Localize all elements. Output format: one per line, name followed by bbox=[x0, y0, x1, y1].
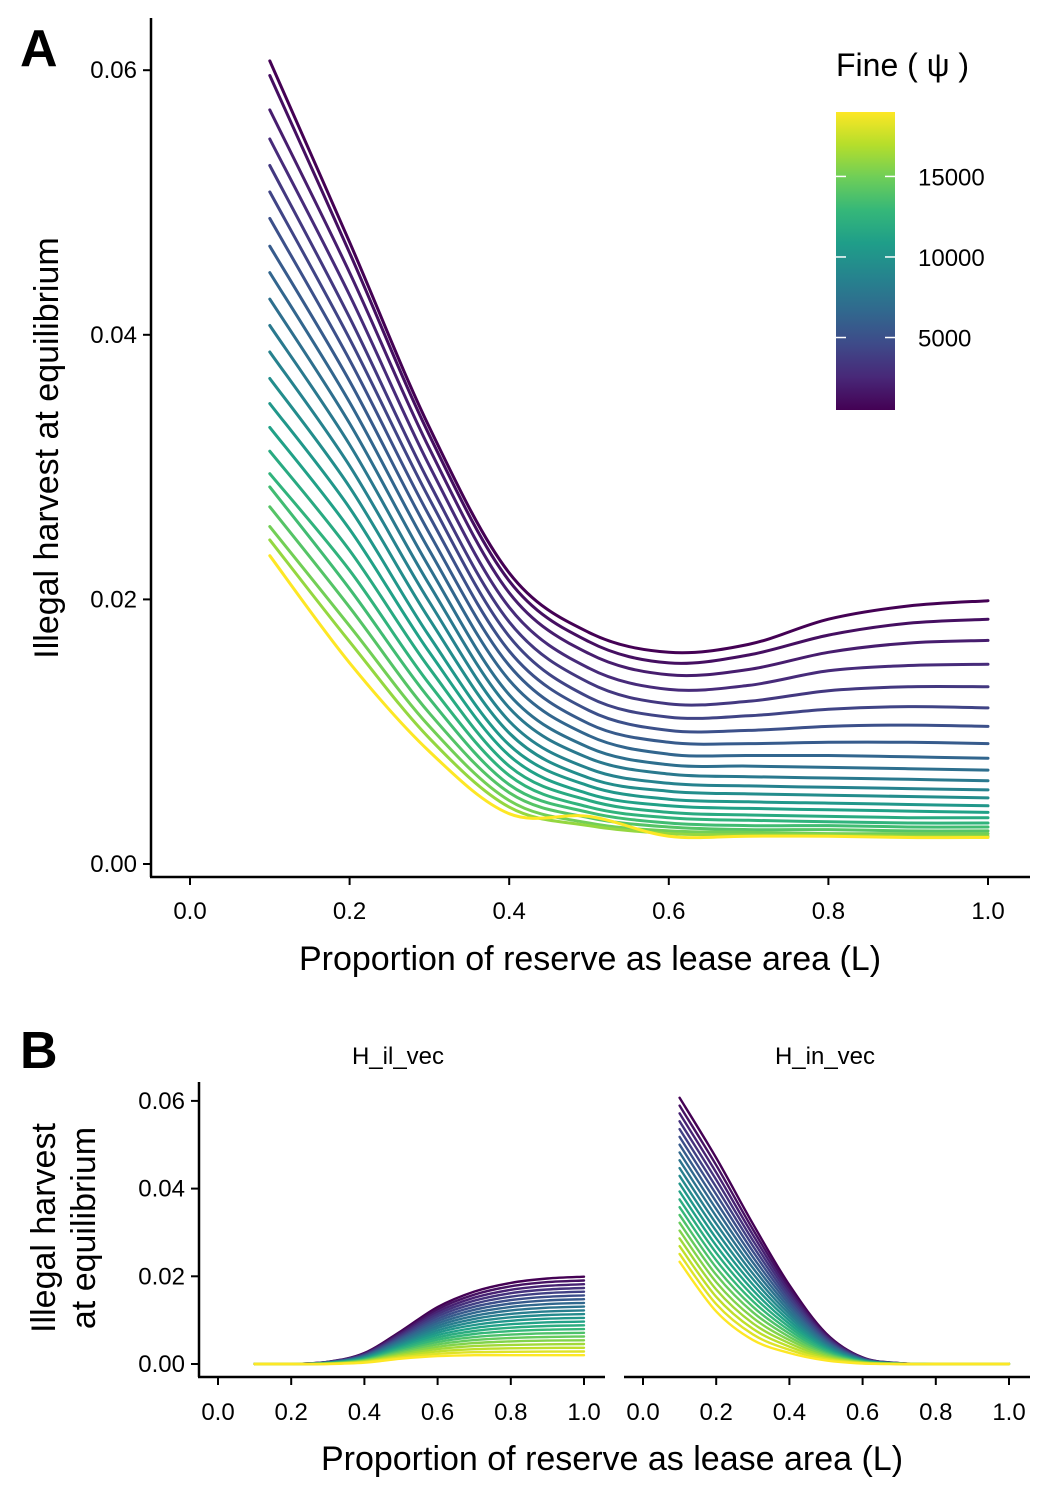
panel-a-y-tick-label: 0.02 bbox=[90, 586, 137, 613]
panel-b-y-axis-title-line1: Illegal harvest bbox=[25, 1123, 63, 1333]
facet-h-in-vec-series-line-12 bbox=[678, 1182, 1011, 1366]
facet-h-in-vec-series-line-8 bbox=[678, 1151, 1011, 1366]
facet-h-in-vec-series-line-15 bbox=[678, 1206, 1011, 1366]
panel-b: B Illegal harvest at equilibrium H_il_ve… bbox=[20, 1022, 1030, 1478]
legend-tick-label: 10000 bbox=[918, 245, 985, 272]
panel-a-x-tick-label: 0.6 bbox=[652, 898, 685, 925]
facet-label-h-in-vec: H_in_vec bbox=[775, 1043, 875, 1070]
panel-a-series-line-16 bbox=[268, 449, 990, 820]
legend: Fine ( ψ ) 5000 10000 15000 bbox=[836, 47, 985, 410]
facet-h-il-vec-x-tick-label: 0.0 bbox=[201, 1399, 234, 1426]
panel-a-series-line-22 bbox=[268, 554, 990, 840]
panel-a-y-tick-label: 0.00 bbox=[90, 851, 137, 878]
panel-b-x-axis-title: Proportion of reserve as lease area (L) bbox=[321, 1440, 903, 1478]
panel-a-series-line-7 bbox=[268, 216, 990, 734]
panel-a-series-line-4 bbox=[268, 137, 990, 692]
panel-a-series-line-2 bbox=[268, 74, 990, 665]
facet-h-in-vec-x-tick-label: 0.2 bbox=[700, 1399, 733, 1426]
panel-a-series-line-6 bbox=[268, 190, 990, 720]
panel-a-x-tick-label: 0.8 bbox=[812, 898, 845, 925]
facet-h-in-vec-x-tick-label: 0.4 bbox=[773, 1399, 806, 1426]
panel-a-series-line-17 bbox=[268, 472, 990, 825]
panel-a-series-line-8 bbox=[268, 244, 990, 746]
facet-h-in-vec-series-group bbox=[678, 1096, 1011, 1366]
panel-a-series-line-10 bbox=[268, 297, 990, 772]
facet-h-in-vec-x-tick-label: 0.6 bbox=[846, 1399, 879, 1426]
facet-h-il-vec-x-tick-label: 0.4 bbox=[348, 1399, 381, 1426]
panel-a: A 0.00 0.02 0.04 0.06 0.0 0.2 0.4 0.6 0.8 1.0 Il… bbox=[20, 18, 1030, 978]
panel-b-letter: B bbox=[20, 1022, 58, 1080]
panel-a-series-line-9 bbox=[268, 271, 990, 760]
legend-title: Fine ( ψ ) bbox=[836, 47, 969, 83]
facet-h-il-vec-x-tick-label: 1.0 bbox=[567, 1399, 600, 1426]
facet-h-in-vec-series-line-17 bbox=[678, 1221, 1011, 1366]
panel-a-series-line-15 bbox=[268, 425, 990, 814]
facet-h-in-vec-series-line-5 bbox=[678, 1127, 1011, 1366]
panel-a-x-tick-label: 0.4 bbox=[493, 898, 526, 925]
facet-h-in-vec-series-line-13 bbox=[678, 1190, 1011, 1366]
panel-a-letter: A bbox=[20, 20, 58, 78]
panel-b-y-tick-label: 0.06 bbox=[138, 1088, 185, 1115]
facet-h-in-vec-x-tick-label: 1.0 bbox=[992, 1399, 1025, 1426]
panel-a-y-ticks: 0.00 0.02 0.04 0.06 bbox=[90, 57, 151, 878]
panel-a-x-tick-label: 0.2 bbox=[333, 898, 366, 925]
panel-a-x-tick-label: 0.0 bbox=[173, 898, 206, 925]
facet-h-il-vec-x-tick-label: 0.6 bbox=[421, 1399, 454, 1426]
legend-tick-label: 15000 bbox=[918, 164, 985, 191]
panel-a-series-line-14 bbox=[268, 402, 990, 808]
panel-a-x-axis-title: Proportion of reserve as lease area (L) bbox=[299, 940, 881, 978]
facet-h-in-vec-series-line-3 bbox=[678, 1112, 1011, 1366]
panel-a-x-ticks: 0.0 0.2 0.4 0.6 0.8 1.0 bbox=[173, 877, 1005, 925]
facet-h-in-vec-series-line-10 bbox=[678, 1166, 1011, 1366]
panel-b-y-tick-label: 0.04 bbox=[138, 1176, 185, 1203]
facet-h-il-vec-series-line-22 bbox=[253, 1353, 586, 1366]
panel-b-y-ticks: 0.00 0.02 0.04 0.06 bbox=[138, 1088, 199, 1378]
panel-a-series-line-12 bbox=[268, 350, 990, 792]
facet-h-il-vec-x-tick-label: 0.2 bbox=[275, 1399, 308, 1426]
legend-ticks: 5000 10000 15000 bbox=[836, 164, 985, 353]
panel-b-y-tick-label: 0.00 bbox=[138, 1351, 185, 1378]
facet-label-h-il-vec: H_il_vec bbox=[352, 1043, 444, 1070]
panel-a-series-line-5 bbox=[268, 164, 990, 707]
panel-b-y-axis-title-line2: at equilibrium bbox=[65, 1127, 103, 1329]
panel-a-series-line-18 bbox=[268, 485, 990, 829]
facet-h-in-vec-series-line-22 bbox=[678, 1260, 1011, 1366]
panel-a-y-axis-title: Illegal harvest at equilibrium bbox=[28, 237, 66, 658]
panel-a-series-line-11 bbox=[268, 324, 990, 783]
facet-h-il-vec-series-group bbox=[253, 1275, 586, 1366]
panel-a-series-line-1 bbox=[268, 59, 990, 655]
panel-a-y-tick-label: 0.06 bbox=[90, 57, 137, 84]
panel-a-series-line-20 bbox=[268, 525, 990, 836]
panel-a-series-line-13 bbox=[268, 377, 990, 800]
panel-a-series-line-3 bbox=[268, 108, 990, 678]
panel-b-y-tick-label: 0.02 bbox=[138, 1263, 185, 1290]
panel-a-y-tick-label: 0.04 bbox=[90, 322, 137, 349]
panel-a-series-group bbox=[268, 59, 990, 840]
facet-h-il-vec-x-tick-label: 0.8 bbox=[494, 1399, 527, 1426]
panel-a-x-tick-label: 1.0 bbox=[971, 898, 1004, 925]
facet-h-in-vec-x-ticks: 0.0 0.2 0.4 0.6 0.8 1.0 bbox=[626, 1377, 1026, 1426]
legend-tick-label: 5000 bbox=[918, 326, 971, 353]
facet-h-il-vec-x-ticks: 0.0 0.2 0.4 0.6 0.8 1.0 bbox=[201, 1377, 601, 1426]
facet-h-in-vec-x-tick-label: 0.8 bbox=[919, 1399, 952, 1426]
facet-h-in-vec-x-tick-label: 0.0 bbox=[626, 1399, 659, 1426]
legend-colorbar bbox=[836, 112, 895, 410]
